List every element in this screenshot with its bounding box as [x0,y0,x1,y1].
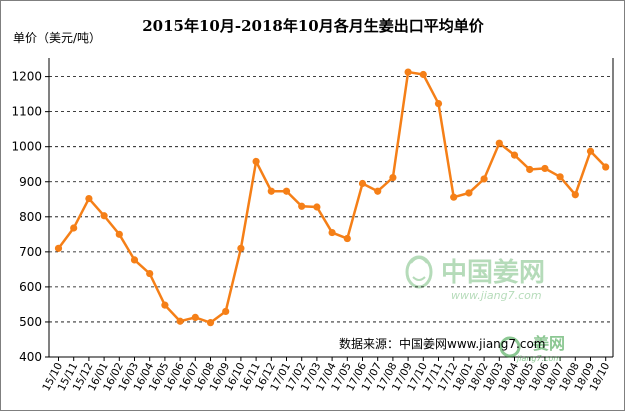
data-point [510,151,519,159]
data-point [70,224,78,232]
data-point [526,165,534,174]
source-note: 数据来源：中国姜网www.jiang7.com [339,336,545,351]
data-point [282,187,291,195]
data-point [404,68,412,76]
data-point [541,164,549,173]
y-tick-label: 800 [19,210,42,224]
watermark: 中国姜网 www.jiang7.com [405,255,545,302]
y-tick-label: 1000 [11,140,42,154]
y-tick-label: 1200 [11,70,42,84]
watermark-url: www.jiang7.com [451,289,542,302]
data-point [100,212,108,220]
data-point [419,70,427,79]
data-point [389,173,397,182]
y-tick-label: 1100 [11,105,42,119]
data-point [115,230,123,238]
watermark-badge-url: jiang7.com [516,354,561,363]
data-point [298,202,306,210]
data-point [571,191,579,199]
data-point [586,147,595,155]
data-point [480,175,488,183]
data-point [85,194,93,203]
data-point [358,179,367,188]
data-point [161,301,169,309]
y-tick-label: 700 [19,245,42,259]
y-tick-label: 600 [19,280,42,294]
data-point [267,187,275,195]
data-point [222,307,230,316]
data-point [313,203,321,211]
data-point [191,313,199,321]
watermark-badge-text: 姜网 [533,334,565,353]
data-point [450,193,458,201]
y-tick-label: 400 [19,350,42,364]
y-tick-label: 900 [19,175,42,189]
chart-title: 2015年10月-2018年10月各月生姜出口平均单价 [142,17,484,35]
y-tick-label: 500 [19,315,42,329]
watermark-badge: 姜网 jiang7.com [499,334,565,363]
data-point [176,317,184,325]
data-point [495,139,503,147]
watermark-ginger-logo [405,255,433,289]
data-point [556,173,564,181]
data-point [54,244,63,252]
data-point [343,234,351,243]
data-point [206,319,215,327]
grid-lines [49,76,613,323]
watermark-brand: 中国姜网 [441,257,545,288]
data-points [54,68,610,327]
data-point [465,189,473,197]
data-point [374,187,382,195]
y-axis-label: 单价（美元/吨） [13,31,101,45]
data-point [252,157,260,166]
data-point [602,163,610,171]
data-point [434,99,443,108]
data-point [328,228,336,237]
watermark-badge-icon [499,336,521,358]
data-point [146,269,154,278]
data-point [237,244,245,252]
y-tick-labels: 400 500 600 700 800 900 1000 1100 1200 [11,70,49,364]
data-point [130,256,139,264]
